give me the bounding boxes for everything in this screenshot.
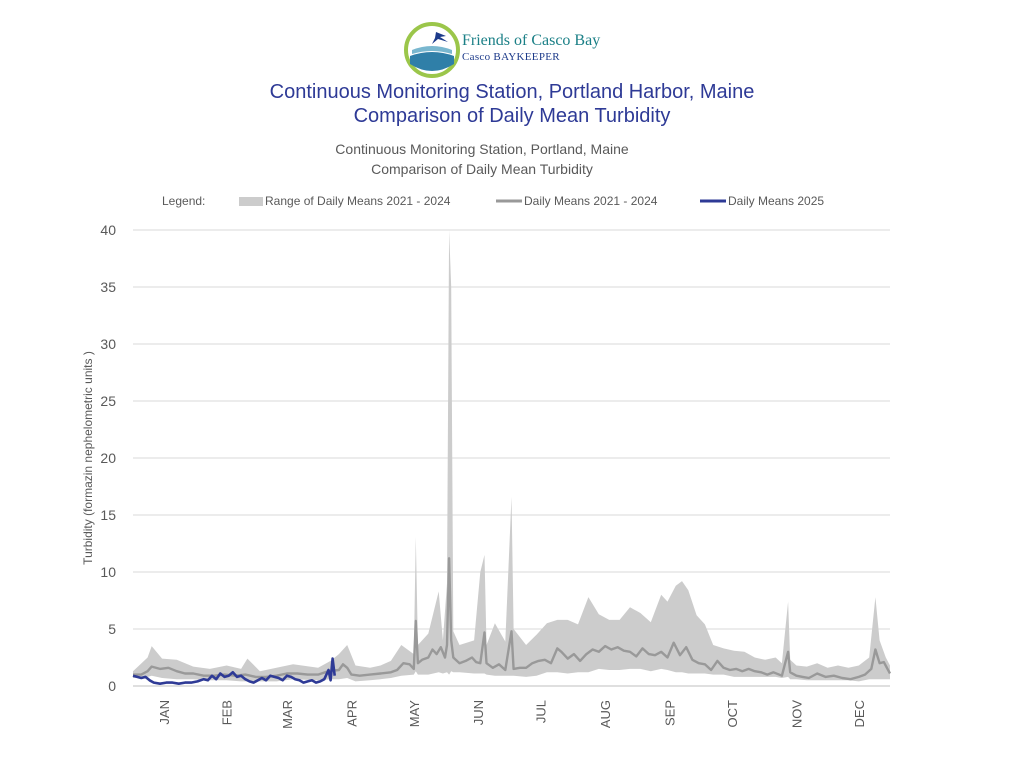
y-tick-label: 5 [108, 621, 116, 637]
x-tick-label: JUL [534, 700, 549, 723]
chart-subtitle: Comparison of Daily Mean Turbidity [371, 161, 593, 177]
y-tick-label: 10 [100, 564, 116, 580]
x-tick-label: MAY [407, 700, 422, 728]
x-tick-label: SEP [663, 700, 678, 726]
plot-area [132, 230, 892, 686]
page-title-line2: Comparison of Daily Mean Turbidity [353, 105, 671, 127]
x-tick-label: APR [344, 700, 359, 727]
series-mean-2021-2024 [133, 557, 892, 681]
x-tick-label: OCT [725, 700, 740, 728]
page-title-line1: Continuous Monitoring Station, Portland … [269, 81, 755, 103]
x-tick-label: FEB [220, 700, 235, 725]
y-axis-label: Turbidity (formazin nephelometric units … [81, 351, 95, 565]
y-tick-label: 30 [100, 336, 116, 352]
logo: Friends of Casco Bay Casco BAYKEEPER [402, 20, 642, 82]
logo-tagline: Casco BAYKEEPER [462, 51, 560, 63]
y-axis-ticks: 0 5 10 15 20 25 30 35 40 [100, 222, 116, 694]
logo-emblem [404, 22, 460, 78]
y-tick-label: 35 [100, 279, 116, 295]
chart-title: Continuous Monitoring Station, Portland,… [335, 141, 629, 157]
series-mean-2025 [132, 657, 336, 686]
y-tick-label: 0 [108, 678, 116, 694]
legend-label: Legend: [162, 194, 205, 208]
legend-mean-2124-label: Daily Means 2021 - 2024 [524, 194, 658, 208]
x-axis-ticks: JAN FEB MAR APR MAY JUN JUL AUG SEP OCT NOV DEC [157, 700, 867, 729]
x-tick-label: JAN [157, 700, 172, 725]
x-tick-label: MAR [280, 700, 295, 729]
y-tick-label: 25 [100, 393, 116, 409]
x-tick-label: JUN [471, 700, 486, 725]
y-tick-label: 40 [100, 222, 116, 238]
x-tick-label: NOV [789, 700, 804, 729]
legend-range-label: Range of Daily Means 2021 - 2024 [265, 194, 451, 208]
x-tick-label: AUG [598, 700, 613, 728]
logo-name: Friends of Casco Bay [462, 32, 601, 49]
legend-mean-2025-label: Daily Means 2025 [728, 194, 824, 208]
series-range-2021-2024 [133, 230, 890, 682]
grid-lines [133, 229, 890, 630]
x-tick-label: DEC [852, 700, 867, 727]
y-tick-label: 15 [100, 507, 116, 523]
y-tick-label: 20 [100, 450, 116, 466]
legend-range-swatch [239, 197, 263, 206]
legend: Legend: Range of Daily Means 2021 - 2024… [162, 194, 824, 208]
